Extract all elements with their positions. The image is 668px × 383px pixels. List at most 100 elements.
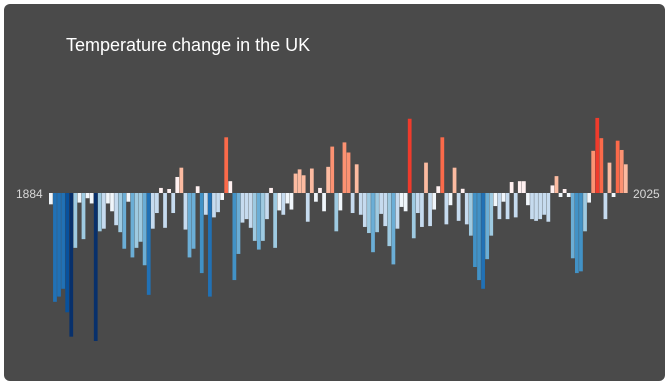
bar-1984 xyxy=(456,193,461,221)
bar-1947 xyxy=(305,193,310,222)
bar-1887 xyxy=(61,193,65,289)
bar-1959 xyxy=(354,164,359,193)
chart-title: Temperature change in the UK xyxy=(66,35,311,55)
bar-2007 xyxy=(550,185,555,193)
bar-1890 xyxy=(73,193,78,248)
bar-1955 xyxy=(338,193,343,211)
bar-1937 xyxy=(265,193,269,220)
bar-1951 xyxy=(322,193,326,212)
bar-1931 xyxy=(240,193,245,223)
bar-2004 xyxy=(538,193,543,220)
bar-1905 xyxy=(134,193,139,248)
bar-1991 xyxy=(485,193,490,260)
bar-1901 xyxy=(118,193,123,233)
bar-1911 xyxy=(159,187,163,193)
bar-1943 xyxy=(289,193,294,210)
bar-1885 xyxy=(53,193,57,302)
bar-1985 xyxy=(460,188,465,193)
bar-1962 xyxy=(367,193,371,234)
bar-2016 xyxy=(587,193,591,203)
bar-2022 xyxy=(611,193,616,197)
bar-1886 xyxy=(57,193,61,297)
bar-2006 xyxy=(546,193,551,222)
bar-1925 xyxy=(216,193,220,213)
bar-1903 xyxy=(126,193,131,202)
bar-1945 xyxy=(297,169,302,194)
bar-2013 xyxy=(574,193,579,274)
bar-1893 xyxy=(85,193,90,199)
bar-1935 xyxy=(256,193,261,250)
bar-1917 xyxy=(183,193,188,230)
bar-1894 xyxy=(89,193,94,204)
bar-1912 xyxy=(163,193,167,228)
bar-1906 xyxy=(138,193,143,242)
bar-1971 xyxy=(403,193,408,212)
bar-1994 xyxy=(497,193,502,220)
bar-1979 xyxy=(436,186,441,193)
bar-1950 xyxy=(318,187,322,193)
bar-1946 xyxy=(301,175,306,193)
bar-2023 xyxy=(615,140,620,193)
bar-1952 xyxy=(326,166,331,193)
bar-1948 xyxy=(309,168,314,193)
bar-1921 xyxy=(199,193,204,274)
bar-1981 xyxy=(444,193,449,225)
bar-1932 xyxy=(244,193,249,220)
bar-1977 xyxy=(428,193,432,227)
bar-1930 xyxy=(236,193,241,254)
bar-1968 xyxy=(391,193,396,265)
bar-1995 xyxy=(501,193,506,202)
bar-2024 xyxy=(619,149,624,193)
warming-stripes-bars xyxy=(49,117,628,341)
start-year-label: 1884 xyxy=(16,187,43,201)
bar-1990 xyxy=(481,193,485,289)
bar-2005 xyxy=(542,193,547,215)
bar-1929 xyxy=(232,193,237,281)
chart-frame: Temperature change in the UK 1884 2025 xyxy=(4,4,665,381)
bar-1993 xyxy=(493,193,498,207)
bar-1957 xyxy=(346,152,351,193)
bar-1983 xyxy=(452,167,457,193)
bar-1922 xyxy=(203,193,208,215)
bar-1884 xyxy=(49,193,53,205)
bar-2002 xyxy=(530,193,534,220)
bar-1891 xyxy=(77,193,82,203)
bar-1924 xyxy=(212,193,216,218)
bar-1910 xyxy=(155,193,159,214)
bar-1956 xyxy=(342,142,347,193)
bar-1963 xyxy=(371,193,375,253)
bar-1976 xyxy=(424,162,428,193)
bar-1936 xyxy=(261,193,265,241)
bar-1900 xyxy=(114,193,118,226)
bar-1975 xyxy=(420,193,424,227)
bar-1892 xyxy=(81,193,86,240)
bar-1969 xyxy=(395,193,400,229)
bar-1934 xyxy=(252,193,257,241)
bar-2015 xyxy=(583,193,587,232)
bar-1918 xyxy=(187,193,192,258)
bar-1997 xyxy=(509,182,514,193)
bar-1941 xyxy=(281,193,286,215)
bar-1913 xyxy=(167,189,171,193)
bar-2017 xyxy=(591,150,596,193)
bar-1916 xyxy=(179,167,184,193)
bar-1938 xyxy=(269,187,273,193)
bar-1907 xyxy=(142,193,147,266)
bar-1998 xyxy=(513,193,518,218)
bar-2021 xyxy=(607,162,612,193)
bar-1967 xyxy=(387,193,392,247)
bar-1896 xyxy=(97,193,102,232)
bar-1939 xyxy=(273,193,278,248)
bar-1961 xyxy=(362,193,367,227)
bar-1965 xyxy=(379,193,384,214)
bar-1996 xyxy=(505,193,510,220)
bar-1908 xyxy=(146,193,151,295)
bar-1980 xyxy=(440,137,445,193)
bar-1974 xyxy=(415,193,420,214)
bar-1973 xyxy=(411,193,416,239)
bar-1940 xyxy=(277,193,282,211)
bar-1970 xyxy=(399,193,404,207)
bar-1978 xyxy=(432,193,437,210)
bar-1944 xyxy=(293,173,298,193)
bar-2019 xyxy=(599,138,604,193)
